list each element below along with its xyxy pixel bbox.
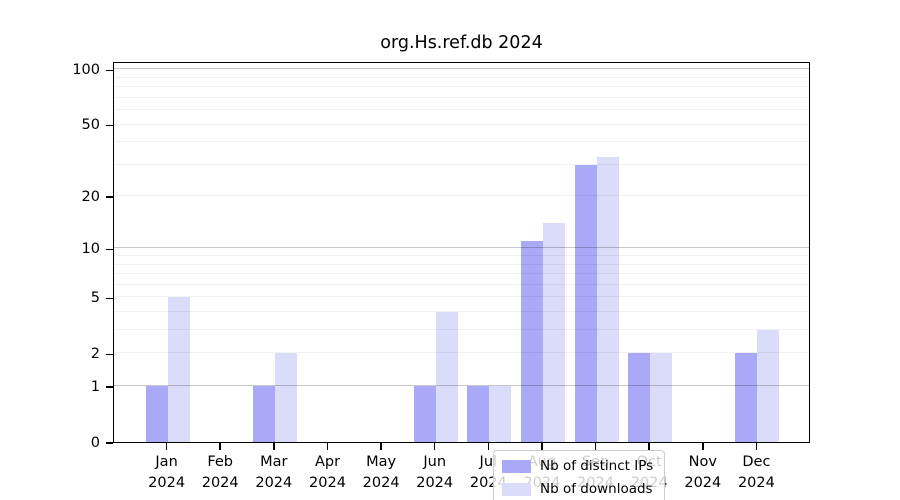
y-tick-label: 10 xyxy=(81,241,100,258)
gridline-minor xyxy=(114,273,809,275)
legend-swatch-downloads-icon xyxy=(502,482,531,496)
x-tick-mark xyxy=(702,443,704,450)
x-tick-label: Dec 2024 xyxy=(714,452,798,494)
bar-distinct-ips xyxy=(467,386,490,442)
month-label: Feb xyxy=(207,454,234,470)
x-tick-label: Apr 2024 xyxy=(286,452,370,494)
x-tick-label: Jun 2024 xyxy=(393,452,477,494)
x-tick-mark xyxy=(594,443,597,450)
gridline-minor xyxy=(114,76,809,78)
x-tick-label: Jan 2024 xyxy=(125,452,209,494)
year-label: 2024 xyxy=(684,475,722,491)
gridline-minor xyxy=(114,255,809,257)
x-tick-mark xyxy=(541,443,543,450)
bar-downloads xyxy=(650,353,673,442)
year-label: 2024 xyxy=(255,475,293,491)
gridline-minor xyxy=(114,352,809,354)
gridline-minor xyxy=(114,123,809,125)
gridline-minor xyxy=(114,86,809,88)
y-tick-label: 2 xyxy=(90,346,100,363)
x-tick-label: Nov 2024 xyxy=(661,452,745,494)
bar-distinct-ips xyxy=(735,353,758,442)
bar-distinct-ips xyxy=(252,386,275,442)
month-label: Mar xyxy=(260,454,288,470)
year-label: 2024 xyxy=(362,475,400,491)
month-label: Jan xyxy=(155,454,178,470)
month-label: Apr xyxy=(314,454,341,470)
gridline-minor xyxy=(114,311,809,312)
gridline-major xyxy=(114,385,809,386)
bar-distinct-ips xyxy=(413,386,436,442)
legend-label-downloads: Nb of downloads xyxy=(540,481,653,497)
y-tick-mark xyxy=(106,124,113,127)
chart-title: org.Hs.ref.db 2024 xyxy=(380,33,543,53)
gridline-minor xyxy=(114,296,809,298)
gridline-major xyxy=(114,68,809,70)
y-tick-mark xyxy=(106,196,113,198)
x-tick-mark xyxy=(273,443,275,450)
bar-downloads xyxy=(274,353,297,442)
year-label: 2024 xyxy=(416,475,454,491)
bar-downloads xyxy=(489,386,512,442)
x-tick-label: May 2024 xyxy=(339,452,423,494)
legend: Nb of distinct IPs Nb of downloads xyxy=(493,450,666,500)
x-tick-mark xyxy=(165,443,168,450)
bar-downloads xyxy=(167,297,190,442)
x-tick-mark xyxy=(380,443,382,450)
x-tick-label: Mar 2024 xyxy=(232,452,316,494)
y-tick-mark xyxy=(106,248,113,251)
year-label: 2024 xyxy=(148,475,186,491)
x-tick-label: Feb 2024 xyxy=(178,452,262,494)
gridline-minor xyxy=(114,163,809,165)
y-tick-mark xyxy=(106,442,113,444)
y-tick-label: 1 xyxy=(90,378,100,395)
bar-distinct-ips xyxy=(520,241,543,442)
gridline-minor xyxy=(114,109,809,111)
y-tick-mark xyxy=(106,386,113,388)
x-tick-mark xyxy=(219,443,221,450)
x-tick-mark xyxy=(755,443,758,450)
x-tick-mark xyxy=(433,443,436,450)
year-label: 2024 xyxy=(309,475,346,491)
y-tick-label: 50 xyxy=(81,117,100,134)
gridline-minor xyxy=(114,195,809,197)
bar-downloads xyxy=(757,330,780,442)
bar-downloads xyxy=(596,157,619,442)
gridline-minor xyxy=(114,141,809,143)
legend-swatch-distinct-ips-icon xyxy=(502,459,531,473)
y-tick-mark xyxy=(106,69,113,72)
legend-item-distinct-ips: Nb of distinct IPs xyxy=(502,458,653,474)
gridline-minor xyxy=(114,329,809,331)
x-tick-mark xyxy=(648,443,650,450)
bar-distinct-ips xyxy=(145,386,168,442)
gridline-minor xyxy=(114,283,809,285)
gridline-minor xyxy=(114,263,809,265)
y-tick-label: 20 xyxy=(81,189,100,205)
gridline-major xyxy=(114,247,809,249)
x-tick-mark xyxy=(487,443,490,450)
bar-distinct-ips xyxy=(628,353,651,442)
legend-item-downloads: Nb of downloads xyxy=(502,481,653,497)
plot-area: Nb of distinct IPs Nb of downloads xyxy=(113,62,810,500)
year-label: 2024 xyxy=(201,475,239,491)
gridline-minor xyxy=(114,96,809,98)
y-tick-mark xyxy=(106,297,113,300)
bar-distinct-ips xyxy=(574,164,597,442)
month-label: Dec xyxy=(742,454,771,470)
x-tick-mark xyxy=(326,443,329,450)
y-tick-label: 5 xyxy=(90,290,100,307)
month-label: Jun xyxy=(423,454,447,470)
month-label: Nov xyxy=(688,454,717,470)
month-label: May xyxy=(366,454,397,470)
bar-downloads xyxy=(435,312,458,442)
y-tick-label: 100 xyxy=(72,62,100,79)
legend-label-distinct-ips: Nb of distinct IPs xyxy=(540,458,654,474)
y-tick-mark xyxy=(106,353,113,356)
bar-downloads xyxy=(542,223,565,442)
year-label: 2024 xyxy=(737,475,775,491)
y-tick-label: 0 xyxy=(90,434,100,451)
month-label: Jul xyxy=(479,454,498,470)
